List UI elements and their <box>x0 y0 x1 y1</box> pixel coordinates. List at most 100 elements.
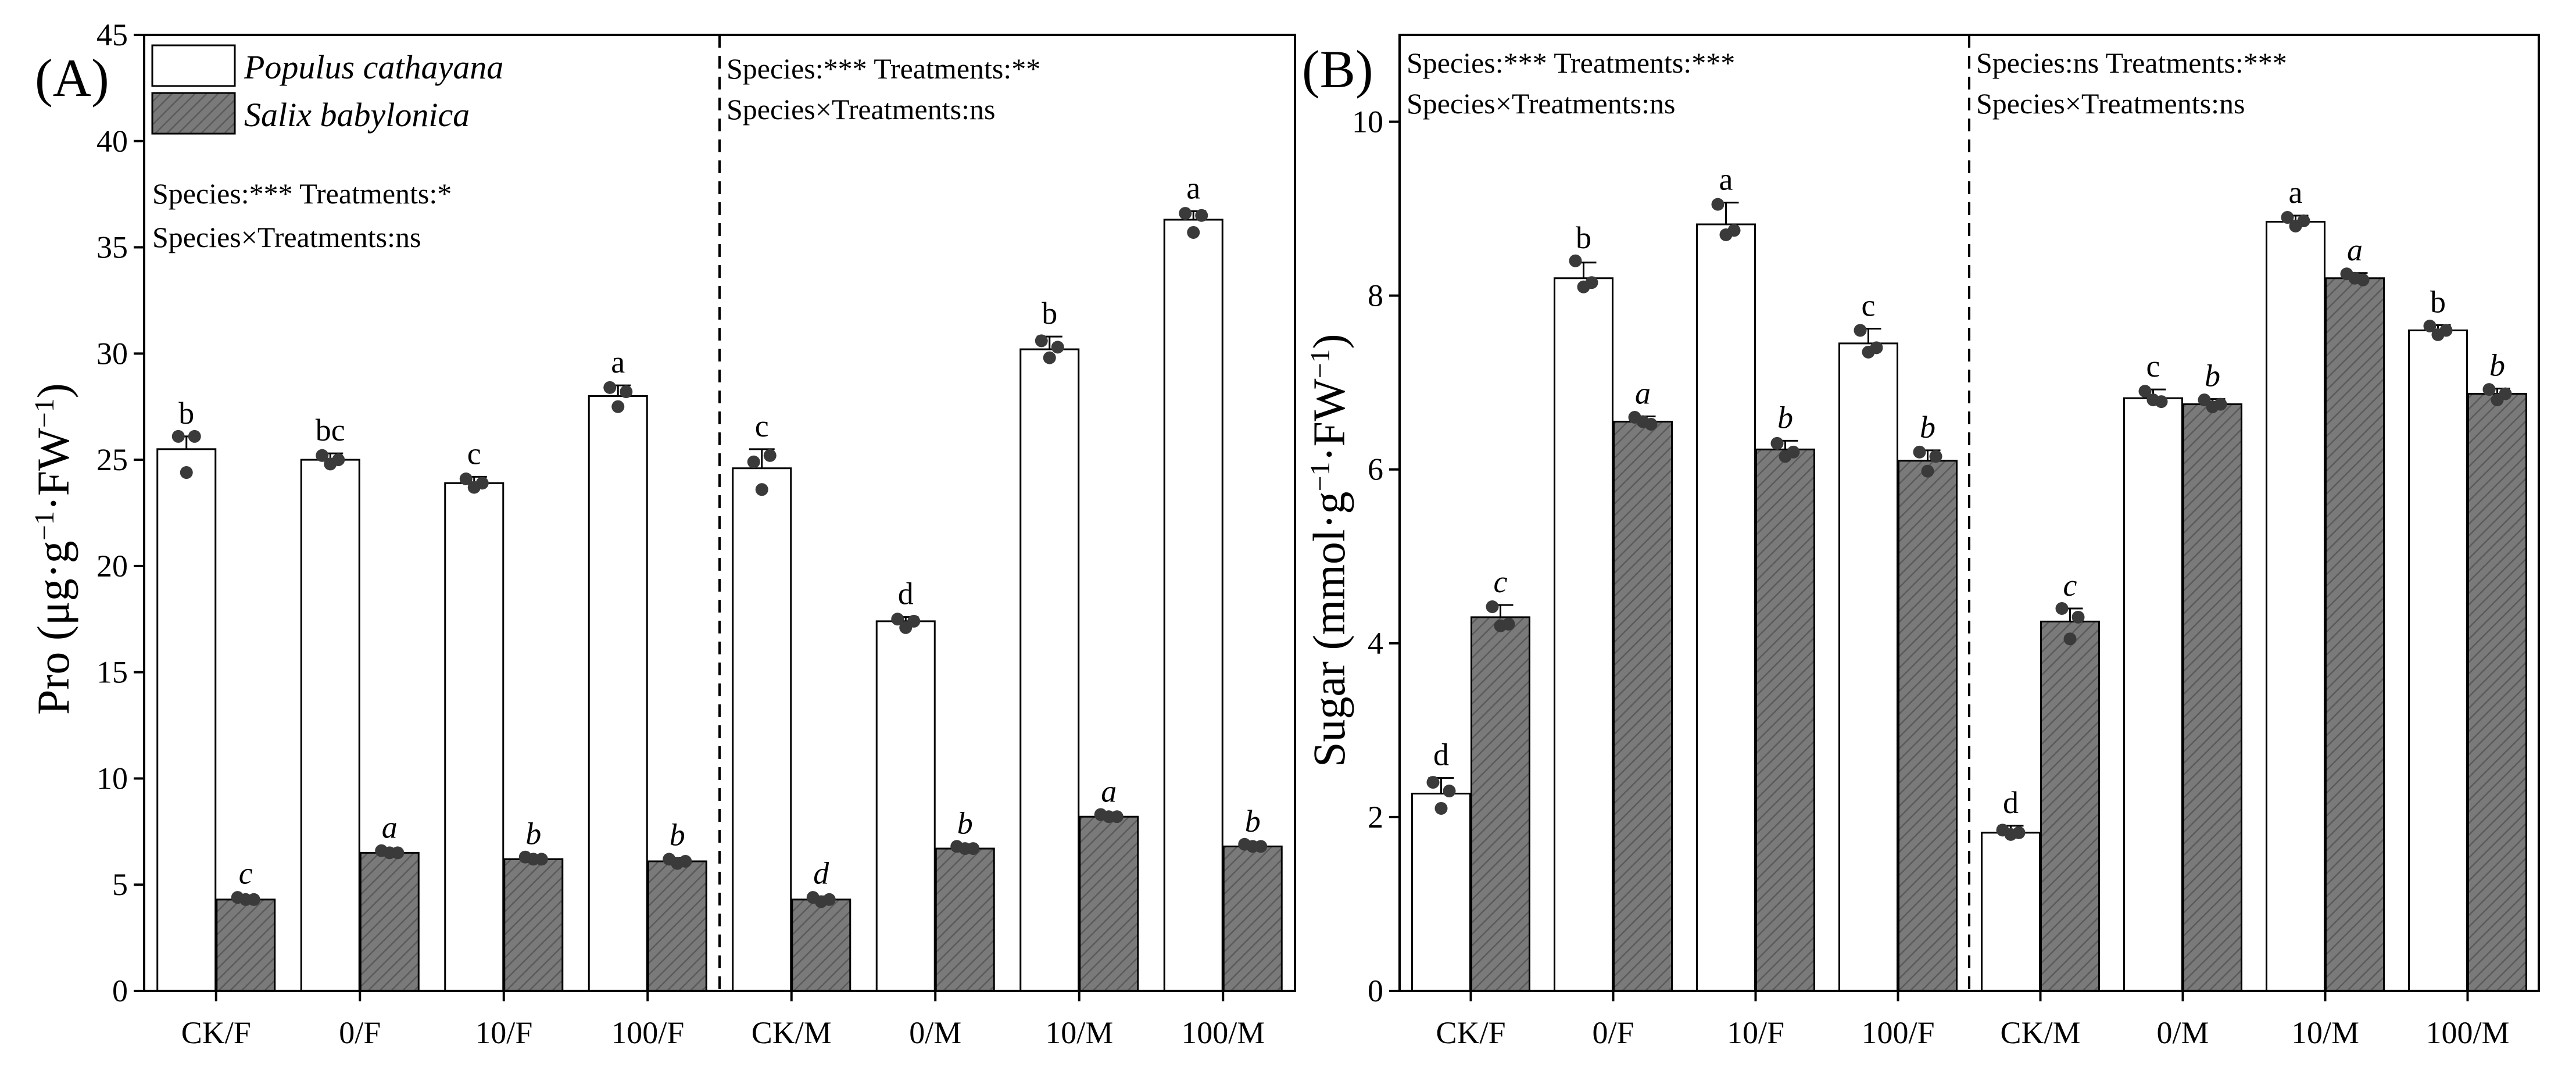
significance-label-populus: bc <box>316 413 345 448</box>
data-point <box>1644 417 1658 431</box>
x-tick-label: 100/F <box>611 1015 684 1050</box>
y-tick-label: 4 <box>1368 626 1383 661</box>
bar-salix <box>2040 620 2100 992</box>
data-point <box>620 385 633 399</box>
y-tick-label: 15 <box>96 655 128 690</box>
y-tick-label: 40 <box>96 124 128 159</box>
bar-salix <box>359 851 420 992</box>
significance-label-salix: b <box>1920 410 1935 445</box>
data-point <box>1434 801 1448 815</box>
panel-a-stats-m-line1: Species:*** Treatments:** <box>727 52 1040 85</box>
x-tick-label: 100/F <box>1861 1015 1934 1050</box>
x-tick-label: 0/F <box>339 1015 381 1050</box>
x-tick-label: 0/M <box>909 1015 961 1050</box>
data-point <box>1179 207 1192 220</box>
data-point <box>1727 224 1741 237</box>
panel-b-bars <box>1411 198 2527 992</box>
y-tick-label: 10 <box>96 761 128 796</box>
data-point <box>1711 198 1725 211</box>
panel-a-y-ticks: 0 5 10 15 20 25 30 35 40 45 <box>96 17 144 1008</box>
data-point <box>2482 383 2496 396</box>
x-tick-label: 0/F <box>1592 1015 1634 1050</box>
x-tick-label: CK/F <box>181 1015 251 1050</box>
bar-salix <box>1079 815 1139 992</box>
bar-salix <box>647 860 707 992</box>
y-tick-label: 30 <box>96 336 128 371</box>
data-point <box>1426 776 1440 789</box>
bar-populus <box>1554 277 1613 992</box>
significance-label-salix: b <box>525 817 541 851</box>
data-point <box>822 893 836 906</box>
data-point <box>316 449 329 462</box>
data-point <box>1502 617 1515 631</box>
data-point <box>535 853 548 866</box>
data-point <box>247 893 260 906</box>
significance-label-populus: b <box>1576 220 1591 255</box>
data-point <box>332 453 345 467</box>
bar-populus <box>2123 397 2183 992</box>
panel-b: (B) Sugar (mmol·g−1·FW−1) 0 2 4 6 8 10 CK/F 0/… <box>1302 34 2540 1050</box>
data-point <box>907 614 921 628</box>
significance-label-salix: b <box>1777 400 1793 435</box>
bar-salix <box>1755 448 1815 992</box>
bar-populus <box>588 395 648 992</box>
x-tick-label: 10/F <box>475 1015 532 1050</box>
significance-label-populus: c <box>467 436 481 471</box>
bar-populus <box>1981 832 2041 992</box>
data-point <box>611 400 625 413</box>
data-point <box>2214 398 2227 411</box>
panel-b-x-ticks: CK/F 0/F 10/F 100/F CK/M 0/M 10/M 100/M <box>1436 991 2510 1050</box>
legend-label-salix: Salix babylonica <box>244 96 470 134</box>
significance-label-salix: a <box>382 810 398 845</box>
panel-a: (A) Pro (μg·g−1·FW−1) 0 5 10 15 20 25 30 35 40 45… <box>28 17 1296 1050</box>
significance-label-salix: a <box>2347 232 2363 267</box>
panel-b-significance-labels: d c b a a b c b d c c b a a b b <box>1433 162 2505 820</box>
y-tick-label: 10 <box>1352 105 1383 139</box>
legend-swatch-salix <box>151 92 236 135</box>
panel-a-frame <box>143 34 1296 992</box>
bar-salix <box>791 898 851 992</box>
significance-label-populus: d <box>2003 785 2019 820</box>
data-point <box>679 855 692 868</box>
data-point <box>2297 214 2310 228</box>
y-tick-label: 20 <box>96 549 128 583</box>
bar-populus <box>1019 348 1080 992</box>
bar-populus <box>2408 329 2468 992</box>
significance-label-populus: c <box>1862 288 1876 323</box>
data-point <box>1913 445 1926 459</box>
data-point <box>2499 387 2512 400</box>
data-point <box>763 449 777 462</box>
bar-populus <box>156 448 217 992</box>
data-point <box>891 613 904 626</box>
x-tick-label: 0/M <box>2156 1015 2209 1050</box>
y-tick-label: 2 <box>1368 800 1383 835</box>
significance-label-populus: b <box>1042 296 1057 331</box>
panel-b-stats-f-line2: Species×Treatments:ns <box>1407 87 1675 120</box>
panel-a-x-ticks: CK/F 0/F 10/F 100/F CK/M 0/M 10/M 100/M <box>181 991 1265 1050</box>
legend-swatch-populus <box>151 44 236 87</box>
significance-label-salix: b <box>2205 359 2220 393</box>
significance-label-salix: c <box>239 855 253 890</box>
bar-populus <box>1838 342 1898 992</box>
data-point <box>1254 840 1268 853</box>
data-point <box>2356 273 2370 287</box>
significance-label-salix: b <box>1245 804 1261 839</box>
data-point <box>1929 450 1942 463</box>
bar-salix <box>1898 460 1958 992</box>
data-point <box>180 466 193 479</box>
bar-populus <box>300 459 360 992</box>
data-point <box>391 846 405 860</box>
data-point <box>188 429 201 443</box>
panel-b-letter: (B) <box>1302 40 1373 99</box>
significance-label-populus: c <box>2146 349 2160 384</box>
data-point <box>1585 276 1598 289</box>
significance-label-salix: b <box>2489 348 2505 383</box>
y-tick-label: 8 <box>1368 278 1383 313</box>
y-tick-label: 35 <box>96 230 128 265</box>
data-point <box>1035 334 1048 348</box>
panel-a-bars <box>156 207 1283 992</box>
bar-populus <box>444 482 505 992</box>
bar-salix <box>2325 277 2385 992</box>
y-tick-label: 0 <box>112 973 128 1008</box>
data-point <box>1854 324 1867 337</box>
